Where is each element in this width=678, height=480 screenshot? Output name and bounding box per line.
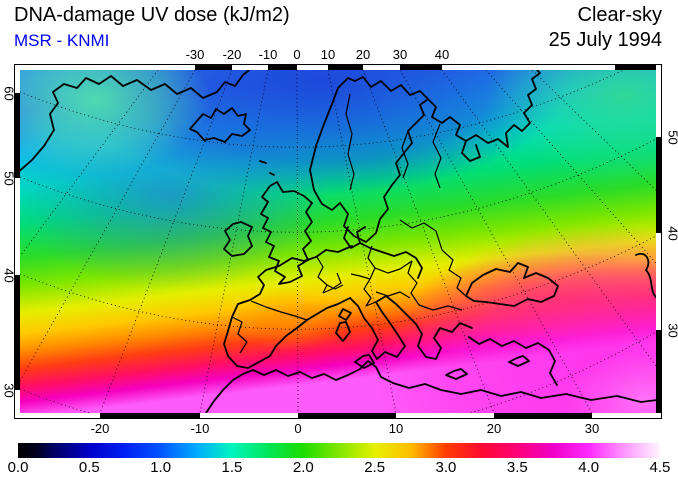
- lon-tick-label: 20: [486, 421, 502, 436]
- lat-tick-label: 30: [665, 323, 678, 338]
- lon-tick-label: 0: [293, 47, 301, 62]
- map-plot-area: [20, 70, 656, 413]
- frame-band-segment: [656, 330, 661, 413]
- uv-field-iberia-orange: [228, 290, 348, 350]
- coast-shetland: [269, 172, 275, 176]
- colorbar-value-label: 2.5: [364, 459, 386, 476]
- coast-caspian: [635, 252, 656, 299]
- coast-north-russia: [427, 70, 541, 148]
- figure-source-label: MSR - KNMI: [14, 31, 110, 50]
- coastlines: [20, 70, 656, 413]
- frame-band-segment: [15, 93, 20, 178]
- uv-field-corner-pink: [565, 350, 656, 413]
- lon-tick-label: 30: [392, 47, 408, 62]
- lon-tick-label: -20: [90, 421, 110, 436]
- lon-tick-label: 40: [434, 47, 450, 62]
- lon-tick-label: 10: [320, 47, 336, 62]
- coast-white-sea: [461, 140, 481, 162]
- frame-band-segment: [268, 65, 297, 70]
- colorbar-value-label: 1.5: [221, 459, 243, 476]
- frame-band-segment: [298, 413, 396, 418]
- frame-band-segment: [615, 65, 656, 70]
- coast-sicily: [354, 354, 375, 369]
- lon-tick-label: 10: [388, 421, 404, 436]
- coast-great-britain: [260, 181, 313, 285]
- coast-baltic-south: [359, 242, 423, 279]
- colorbar-value-label: 4.0: [578, 459, 600, 476]
- colorbar-value-label: 3.5: [506, 459, 528, 476]
- coast-ireland: [223, 221, 253, 257]
- map-frame: [14, 64, 662, 419]
- country-borders: [231, 93, 467, 354]
- frame-band-segment: [100, 413, 200, 418]
- colorbar-value-label: 0.5: [78, 459, 100, 476]
- coast-faroe: [259, 160, 267, 164]
- coast-corsica: [338, 308, 352, 321]
- uv-dose-colorbar: [18, 443, 660, 458]
- coast-anatolia-levant: [468, 336, 558, 386]
- graticule-grid: [20, 70, 656, 413]
- lon-tick-label: 0: [294, 421, 302, 436]
- frame-band-segment: [494, 413, 592, 418]
- lon-tick-label: -10: [190, 421, 210, 436]
- coast-north-africa: [205, 360, 656, 413]
- coast-iceland: [189, 107, 251, 143]
- colorbar-value-label: 2.0: [292, 459, 314, 476]
- coast-scandinavia: [309, 76, 429, 243]
- lon-tick-label: -20: [222, 47, 242, 62]
- coast-sardinia: [335, 321, 351, 342]
- lat-tick-label: 50: [665, 130, 678, 145]
- europe-uv-field-map: [20, 70, 656, 413]
- lon-tick-label: -10: [258, 47, 278, 62]
- frame-band-segment: [328, 65, 363, 70]
- sky-condition-label: Clear-sky: [577, 4, 662, 26]
- date-label: 25 July 1994: [548, 29, 662, 51]
- frame-band-segment: [656, 137, 661, 233]
- coast-crete: [445, 368, 468, 380]
- colorbar-value-label: 1.0: [150, 459, 172, 476]
- frame-band-segment: [400, 65, 442, 70]
- coast-black-sea: [465, 262, 559, 307]
- figure-title: DNA-damage UV dose (kJ/m2): [14, 4, 290, 26]
- frame-band-segment: [15, 275, 20, 390]
- coast-west-europe: [223, 245, 353, 369]
- uv-field-ne-russia-green: [485, 70, 656, 180]
- coast-cyprus: [508, 355, 530, 367]
- uv-field-mideast-magenta: [375, 225, 656, 413]
- lat-tick-label: 40: [665, 226, 678, 241]
- colorbar-value-label: 0.0: [7, 459, 29, 476]
- lon-tick-label: 20: [355, 47, 371, 62]
- lon-tick-label: -30: [185, 47, 205, 62]
- uv-field-greenland-green: [20, 70, 210, 175]
- coast-greenland: [20, 70, 250, 172]
- colorbar-value-label: 4.5: [649, 459, 671, 476]
- lon-tick-label: 30: [584, 421, 600, 436]
- colorbar-value-label: 3.0: [435, 459, 457, 476]
- coast-italy-balkans: [349, 295, 473, 360]
- coast-denmark: [343, 226, 366, 249]
- frame-band-segment: [195, 65, 232, 70]
